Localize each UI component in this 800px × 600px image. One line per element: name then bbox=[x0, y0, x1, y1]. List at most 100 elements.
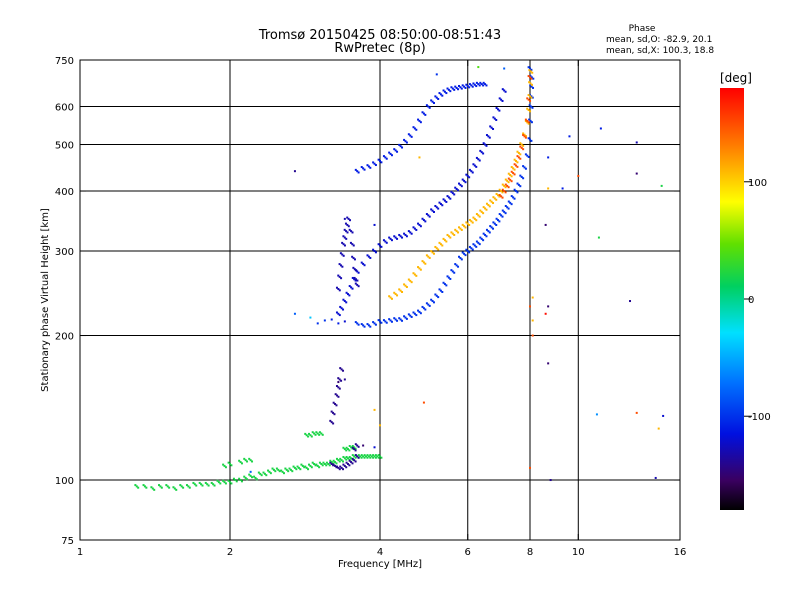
data-point bbox=[348, 285, 351, 288]
data-point bbox=[330, 461, 333, 464]
y-tick-label: 200 bbox=[55, 332, 74, 343]
data-point bbox=[339, 252, 342, 255]
data-point bbox=[504, 204, 507, 207]
data-point bbox=[357, 456, 360, 459]
data-point bbox=[482, 81, 485, 84]
grid-lines bbox=[80, 60, 680, 540]
data-point bbox=[373, 322, 376, 325]
data-point bbox=[510, 180, 513, 183]
data-point bbox=[248, 457, 251, 460]
data-points bbox=[134, 66, 665, 491]
data-point bbox=[464, 226, 467, 229]
data-point bbox=[343, 244, 346, 247]
data-point bbox=[530, 85, 533, 88]
data-point bbox=[396, 237, 399, 240]
y-axis-label: Stationary phase Virtual Height [km] bbox=[40, 208, 51, 392]
data-point bbox=[341, 241, 344, 244]
data-point bbox=[360, 166, 363, 169]
data-point bbox=[337, 459, 340, 462]
data-point bbox=[327, 462, 330, 465]
data-point bbox=[434, 293, 437, 296]
data-point bbox=[137, 486, 140, 489]
data-point bbox=[373, 455, 376, 458]
x-tick-label: 1 bbox=[77, 547, 83, 558]
data-point bbox=[528, 118, 531, 121]
data-point bbox=[389, 152, 392, 155]
data-point bbox=[427, 214, 430, 217]
data-point bbox=[435, 247, 438, 250]
data-point bbox=[513, 163, 516, 166]
data-point bbox=[338, 275, 341, 278]
data-point bbox=[577, 174, 580, 177]
data-point bbox=[357, 271, 360, 274]
data-point bbox=[332, 422, 335, 425]
data-point bbox=[334, 393, 337, 396]
data-point bbox=[662, 414, 665, 417]
data-point bbox=[413, 227, 416, 230]
data-point bbox=[265, 474, 268, 477]
data-point bbox=[515, 190, 518, 193]
data-point bbox=[329, 459, 332, 462]
y-tick-label: 500 bbox=[55, 141, 74, 152]
data-point bbox=[424, 308, 427, 311]
data-point bbox=[529, 70, 532, 73]
data-point bbox=[530, 76, 533, 79]
data-point bbox=[354, 168, 357, 171]
data-point bbox=[351, 457, 354, 460]
data-point bbox=[339, 465, 342, 468]
data-point bbox=[492, 227, 495, 230]
data-point bbox=[342, 468, 345, 471]
data-point bbox=[351, 231, 354, 234]
data-point bbox=[379, 160, 381, 163]
data-point bbox=[259, 472, 262, 475]
data-point bbox=[427, 255, 430, 258]
data-point bbox=[516, 150, 519, 153]
data-point bbox=[248, 473, 251, 476]
data-point bbox=[478, 243, 481, 246]
data-point bbox=[504, 186, 507, 189]
data-point bbox=[515, 164, 518, 167]
data-point bbox=[172, 486, 175, 489]
data-point bbox=[274, 470, 277, 473]
data-point bbox=[316, 464, 319, 467]
data-point bbox=[345, 455, 348, 458]
data-point bbox=[337, 386, 340, 389]
data-point bbox=[348, 455, 351, 458]
data-point bbox=[287, 470, 290, 473]
data-point bbox=[468, 223, 471, 226]
data-point bbox=[457, 88, 460, 91]
data-point bbox=[328, 464, 331, 467]
data-point bbox=[403, 315, 406, 318]
data-point bbox=[382, 239, 385, 242]
data-point bbox=[379, 244, 381, 247]
data-point bbox=[430, 208, 433, 211]
data-point bbox=[244, 459, 247, 462]
data-point bbox=[447, 196, 450, 199]
data-point bbox=[529, 138, 531, 141]
data-point bbox=[547, 156, 550, 159]
data-point bbox=[346, 448, 349, 451]
data-point bbox=[213, 484, 216, 487]
data-point bbox=[343, 320, 346, 323]
data-point bbox=[453, 233, 456, 236]
data-point bbox=[356, 322, 359, 325]
data-point bbox=[329, 461, 332, 464]
data-point bbox=[354, 279, 357, 282]
y-tick-label: 750 bbox=[55, 56, 74, 67]
data-point bbox=[409, 134, 412, 137]
data-point bbox=[353, 448, 356, 451]
data-point bbox=[531, 319, 534, 322]
data-point bbox=[311, 431, 314, 434]
data-point bbox=[235, 480, 238, 483]
data-point bbox=[377, 158, 380, 161]
data-point bbox=[422, 112, 425, 115]
data-point bbox=[437, 97, 440, 100]
data-point bbox=[166, 485, 169, 488]
data-point bbox=[472, 243, 475, 246]
data-point bbox=[516, 155, 519, 158]
data-point bbox=[246, 460, 249, 463]
data-point bbox=[354, 454, 357, 457]
data-point bbox=[350, 446, 353, 449]
data-point bbox=[529, 99, 532, 102]
data-point bbox=[314, 433, 317, 436]
